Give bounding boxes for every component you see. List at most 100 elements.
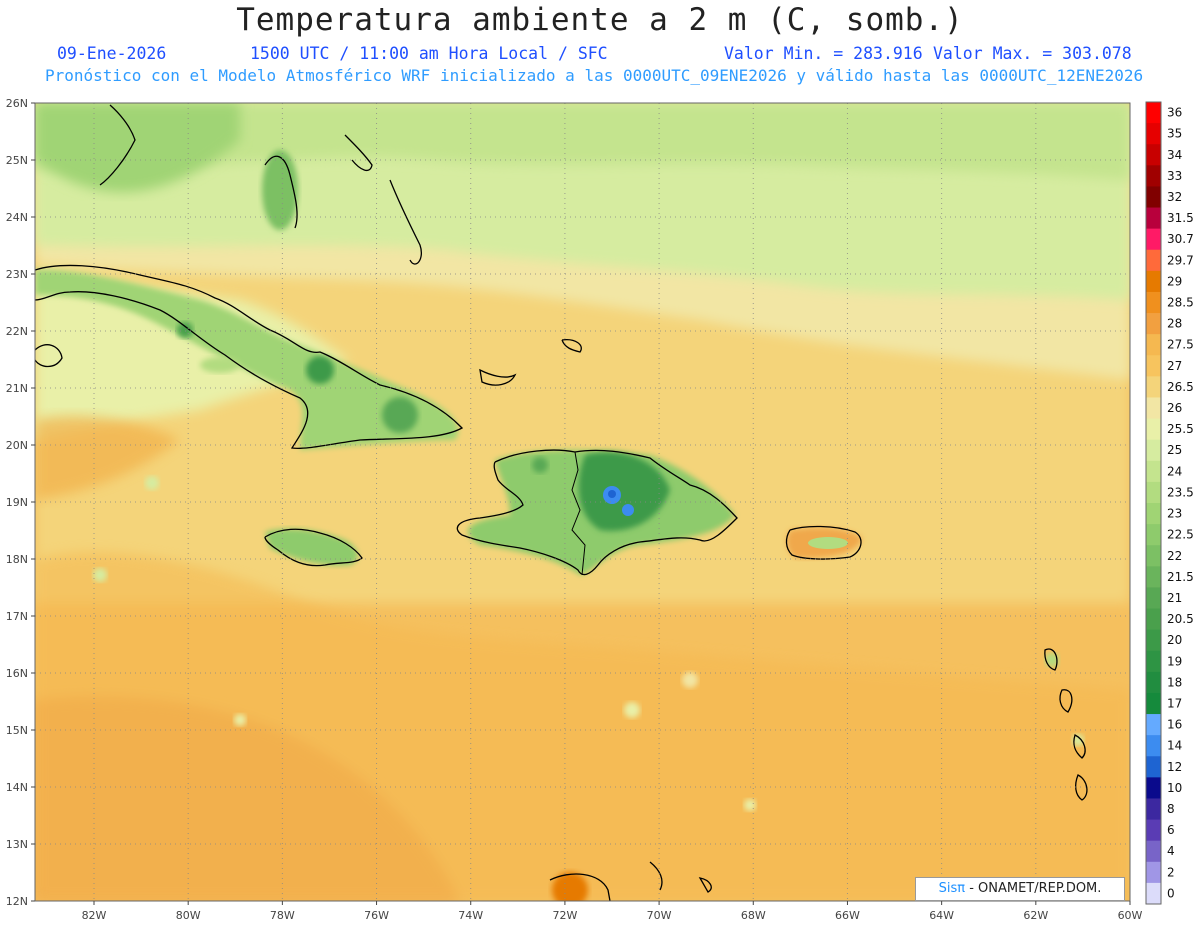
colorbar-label: 24 <box>1167 464 1182 478</box>
colorbar-label: 29 <box>1167 274 1182 288</box>
colorbar-swatch <box>1146 270 1161 293</box>
colorbar-swatch <box>1146 291 1161 314</box>
lat-label: 26N <box>6 97 28 110</box>
colorbar-swatch <box>1146 819 1161 842</box>
colorbar-swatch <box>1146 840 1161 863</box>
lon-label: 66W <box>835 909 860 922</box>
longitude-labels: 82W 80W 78W 76W 74W 72W 70W 68W 66W 64W 62W 60W <box>82 901 1143 922</box>
lat-label: 20N <box>6 439 28 452</box>
forecast-time: 1500 UTC / 11:00 am Hora Local / SFC <box>250 44 608 63</box>
lat-label: 14N <box>6 781 28 794</box>
colorbar-swatch <box>1146 714 1161 736</box>
forecast-date: 09-Ene-2026 <box>57 44 167 63</box>
colorbar-label: 27 <box>1167 359 1182 373</box>
colorbar: 36 35 34 33 32 31.5 30.7 29.7 29 28.5 28 27.5 27 26.5… <box>1145 101 1194 905</box>
colorbar-swatch <box>1146 608 1161 631</box>
lon-label: 62W <box>1023 909 1048 922</box>
colorbar-swatch <box>1146 481 1161 504</box>
lat-label: 24N <box>6 211 28 224</box>
colorbar-label: 30.7 <box>1167 232 1194 246</box>
colorbar-label: 21.5 <box>1167 570 1194 584</box>
lat-label: 13N <box>6 838 28 851</box>
colorbar-label: 22 <box>1167 549 1182 563</box>
lat-label: 18N <box>6 553 28 566</box>
colorbar-swatch <box>1146 798 1161 821</box>
colorbar-label: 20.5 <box>1167 612 1194 626</box>
lat-label: 19N <box>6 496 28 509</box>
lon-label: 72W <box>552 909 577 922</box>
colorbar-label: 25.5 <box>1167 422 1194 436</box>
colorbar-swatch <box>1146 376 1161 398</box>
colorbar-label: 23 <box>1167 507 1182 521</box>
lat-label: 25N <box>6 154 28 167</box>
latitude-labels: 26N 25N 24N 23N 22N 21N 20N 19N 18N 17N 16N 15N 14N 1… <box>6 97 35 908</box>
sispi-logo-text: Sisπ <box>938 881 966 896</box>
colorbar-swatch <box>1146 629 1161 652</box>
colorbar-swatch <box>1146 102 1161 124</box>
colorbar-swatch <box>1146 460 1161 483</box>
lon-label: 78W <box>270 909 295 922</box>
colorbar-label: 28 <box>1167 317 1182 331</box>
colorbar-swatch <box>1146 650 1161 673</box>
colorbar-label: 4 <box>1167 844 1175 858</box>
lon-label: 82W <box>82 909 107 922</box>
colorbar-label: 28.5 <box>1167 296 1194 310</box>
lat-label: 15N <box>6 724 28 737</box>
colorbar-swatch <box>1146 882 1161 905</box>
colorbar-label: 19 <box>1167 654 1182 668</box>
colorbar-label: 27.5 <box>1167 338 1194 352</box>
colorbar-label: 29.7 <box>1167 253 1194 267</box>
colorbar-label: 31.5 <box>1167 211 1194 225</box>
colorbar-label: 33 <box>1167 169 1182 183</box>
colorbar-label: 26 <box>1167 401 1182 415</box>
colorbar-swatch <box>1146 861 1161 884</box>
colorbar-swatch <box>1146 735 1161 757</box>
colorbar-swatch <box>1146 566 1161 588</box>
colorbar-swatch <box>1146 756 1161 778</box>
colorbar-label: 14 <box>1167 739 1182 753</box>
lon-label: 70W <box>647 909 672 922</box>
colorbar-swatch <box>1146 313 1161 335</box>
colorbar-swatch <box>1146 228 1161 251</box>
colorbar-swatch <box>1146 545 1161 567</box>
temperature-field <box>35 103 1130 901</box>
colorbar-swatch <box>1146 777 1161 799</box>
lat-label: 17N <box>6 610 28 623</box>
colorbar-swatch <box>1146 249 1161 272</box>
colorbar-label: 22.5 <box>1167 528 1194 542</box>
colorbar-swatch <box>1146 123 1161 145</box>
lat-label: 12N <box>6 895 28 908</box>
lat-label: 16N <box>6 667 28 680</box>
colorbar-label: 26.5 <box>1167 380 1194 394</box>
colorbar-label: 10 <box>1167 781 1182 795</box>
colorbar-swatch <box>1146 165 1161 187</box>
max-value: Valor Max. = 303.078 <box>933 44 1132 63</box>
colorbar-label: 36 <box>1167 106 1182 120</box>
colorbar-swatch <box>1146 144 1161 166</box>
colorbar-label: 0 <box>1167 886 1175 900</box>
colorbar-label: 25 <box>1167 443 1182 457</box>
lat-label: 22N <box>6 325 28 338</box>
lon-label: 74W <box>458 909 483 922</box>
colorbar-label: 12 <box>1167 760 1182 774</box>
lon-label: 76W <box>364 909 389 922</box>
colorbar-label: 21 <box>1167 591 1182 605</box>
colorbar-swatch <box>1146 186 1161 209</box>
colorbar-swatch <box>1146 397 1161 420</box>
colorbar-swatch <box>1146 671 1161 694</box>
colorbar-label: 23.5 <box>1167 485 1194 499</box>
colorbar-label: 18 <box>1167 675 1182 689</box>
colorbar-label: 35 <box>1167 127 1182 141</box>
lon-label: 60W <box>1118 909 1143 922</box>
colorbar-swatch <box>1146 692 1161 715</box>
lat-label: 23N <box>6 268 28 281</box>
colorbar-swatch <box>1146 355 1161 377</box>
graticule <box>35 103 1130 901</box>
min-value: Valor Min. = 283.916 <box>724 44 923 63</box>
colorbar-label: 6 <box>1167 823 1175 837</box>
colorbar-label: 2 <box>1167 865 1175 879</box>
colorbar-label: 32 <box>1167 190 1182 204</box>
colorbar-label: 34 <box>1167 148 1182 162</box>
lon-label: 68W <box>741 909 766 922</box>
